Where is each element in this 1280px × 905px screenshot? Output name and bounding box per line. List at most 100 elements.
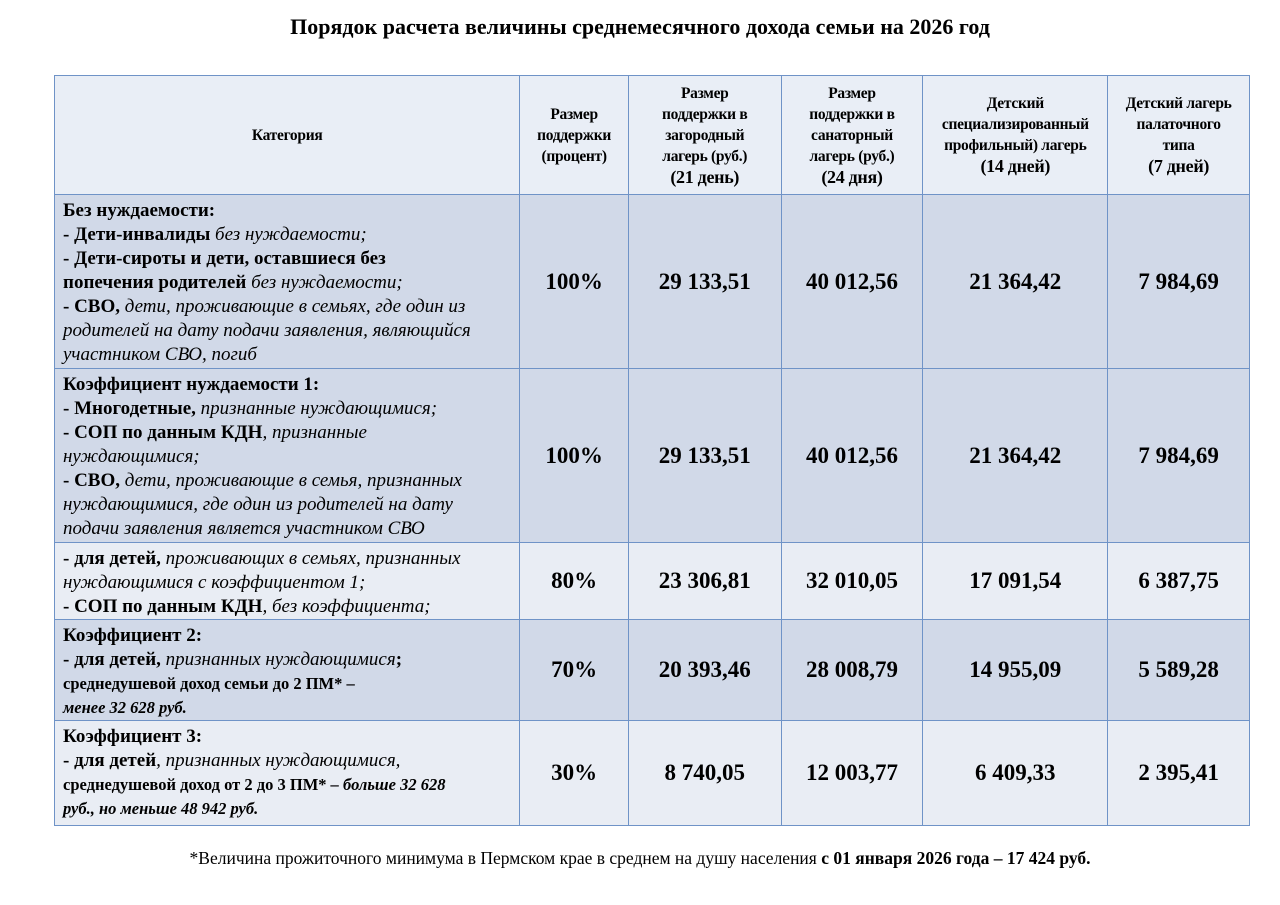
category-line: родителей на дату подачи заявления, явля… bbox=[63, 319, 511, 343]
header-line: поддержки в bbox=[809, 105, 895, 123]
category-text: попечения родителей bbox=[63, 272, 252, 293]
column-header: Размер поддержки в санаторный лагерь (руб.)… bbox=[780, 75, 924, 195]
category-text: проживающих в семьях, признанных bbox=[165, 548, 461, 569]
category-line: - для детей, признанных нуждающимися; bbox=[63, 648, 511, 672]
amount-cell: 28 008,79 bbox=[780, 619, 924, 721]
header-line: палаточного bbox=[1136, 116, 1221, 133]
category-text: без нуждаемости; bbox=[215, 224, 367, 245]
amount-cell: 29 133,51 bbox=[627, 368, 782, 543]
header-line: типа bbox=[1162, 137, 1195, 154]
category-text: ; bbox=[395, 649, 403, 670]
header-line: Размер bbox=[550, 105, 598, 123]
category-line: среднедушевой доход от 2 до 3 ПМ* – боль… bbox=[63, 773, 511, 797]
footnote: *Величина прожиточного минимума в Пермск… bbox=[0, 848, 1280, 869]
amount-cell: 20 393,46 bbox=[627, 619, 782, 721]
category-text: - СОП по данным КДН bbox=[63, 596, 263, 617]
category-line: Коэффициент 2: bbox=[63, 624, 511, 648]
amount-cell: 21 364,42 bbox=[922, 194, 1109, 369]
header-line: Размер bbox=[680, 84, 729, 102]
category-line: менее 32 628 руб. bbox=[63, 696, 511, 720]
category-line: Коэффициент нуждаемости 1: bbox=[63, 373, 511, 397]
footnote-text: *Величина прожиточного минимума в Пермск… bbox=[189, 848, 822, 868]
category-line: Без нуждаемости: bbox=[63, 199, 511, 223]
table-row: Коэффициент нуждаемости 1: - Многодетные,… bbox=[53, 368, 1250, 543]
category-line: нуждающимися; bbox=[63, 445, 511, 469]
category-text: , без коэффициента; bbox=[262, 596, 431, 617]
category-line: - для детей, проживающих в семьях, призн… bbox=[63, 547, 511, 571]
header-line: (21 день) bbox=[670, 166, 740, 187]
amount-cell: 23 306,81 bbox=[627, 542, 782, 620]
category-line: - для детей, признанных нуждающимися, bbox=[63, 749, 511, 773]
category-text: – больше 32 628 bbox=[330, 775, 446, 794]
amount-cell: 40 012,56 bbox=[780, 368, 924, 543]
category-line: - СВО, дети, проживающие в семьях, где о… bbox=[63, 295, 511, 319]
amount-cell: 2 395,41 bbox=[1107, 720, 1250, 826]
header-line: Детский bbox=[986, 95, 1044, 112]
category-line: участником СВО, погиб bbox=[63, 343, 511, 367]
category-text: участником СВО, погиб bbox=[63, 344, 257, 365]
amount-cell: 7 984,69 bbox=[1107, 368, 1250, 543]
category-line: нуждающимися, где один из родителей на д… bbox=[63, 493, 511, 517]
column-header: Размер поддержки в загородный лагерь (руб.)… bbox=[627, 75, 782, 195]
category-line: - СОП по данным КДН, без коэффициента; bbox=[63, 595, 511, 619]
category-line: - Дети-инвалиды без нуждаемости; bbox=[63, 223, 511, 247]
percent-cell: 100% bbox=[519, 368, 629, 543]
table-row: Без нуждаемости: - Дети-инвалиды без нужд… bbox=[53, 194, 1250, 369]
table-row: - для детей, проживающих в семьях, призн… bbox=[53, 542, 1250, 620]
category-text: , признанных нуждающимися, bbox=[156, 750, 401, 771]
amount-cell: 8 740,05 bbox=[627, 720, 782, 826]
category-line: - СВО, дети, проживающие в семья, призна… bbox=[63, 469, 511, 493]
table-header-row: Категория Размер поддержки (процент) Размер п… bbox=[53, 75, 1250, 195]
column-header: Детский специализированный профильный) лаг… bbox=[922, 75, 1109, 195]
category-text: нуждающимися, где один из родителей на д… bbox=[63, 494, 453, 515]
category-text: признанные нуждающимися; bbox=[200, 398, 438, 419]
amount-cell: 17 091,54 bbox=[922, 542, 1109, 620]
category-line: - СОП по данным КДН, признанные bbox=[63, 421, 511, 445]
category-text: - Дети-инвалиды bbox=[63, 224, 216, 245]
percent-cell: 100% bbox=[519, 194, 629, 369]
category-text: без нуждаемости; bbox=[251, 272, 403, 293]
column-header: Размер поддержки (процент) bbox=[519, 75, 629, 195]
header-line: Размер bbox=[828, 84, 876, 102]
category-text: Коэффициент нуждаемости 1: bbox=[63, 374, 320, 395]
category-text: - СОП по данным КДН bbox=[63, 422, 263, 443]
category-text: - Многодетные, bbox=[63, 398, 201, 419]
table-row: Коэффициент 2: - для детей, признанных ну… bbox=[53, 619, 1250, 721]
header-line: санаторный bbox=[811, 126, 893, 144]
category-text: дети, проживающие в семьях, где один из bbox=[124, 296, 466, 317]
amount-cell: 6 387,75 bbox=[1107, 542, 1250, 620]
amount-cell: 32 010,05 bbox=[780, 542, 924, 620]
column-header: Детский лагерь палаточного типа (7 дней) bbox=[1107, 75, 1250, 195]
header-line: профильный) лагерь bbox=[944, 137, 1087, 154]
category-text: - для детей, bbox=[63, 649, 166, 670]
category-text: среднедушевой доход семьи до 2 ПМ* – bbox=[63, 674, 355, 693]
footnote-bold: с 01 января 2026 года – 17 424 руб. bbox=[821, 848, 1091, 868]
page-title: Порядок расчета величины среднемесячного… bbox=[290, 14, 990, 39]
header-line: лагерь (руб.) bbox=[662, 147, 748, 165]
support-table: Категория Размер поддержки (процент) Размер п… bbox=[53, 75, 1250, 826]
table-row: Коэффициент 3: - для детей, признанных ну… bbox=[53, 720, 1250, 826]
percent-cell: 70% bbox=[519, 619, 629, 721]
category-cell: Коэффициент 3: - для детей, признанных ну… bbox=[53, 720, 521, 826]
header-line: поддержки в bbox=[662, 105, 748, 123]
category-text: - СВО, bbox=[63, 470, 125, 491]
amount-cell: 40 012,56 bbox=[780, 194, 924, 369]
category-text: , признанные bbox=[262, 422, 367, 443]
category-text: подачи заявления является участником СВО bbox=[63, 518, 425, 539]
amount-cell: 29 133,51 bbox=[627, 194, 782, 369]
category-cell: Коэффициент 2: - для детей, признанных ну… bbox=[53, 619, 521, 721]
category-line: подачи заявления является участником СВО bbox=[63, 517, 511, 541]
category-text: Коэффициент 3: bbox=[63, 726, 203, 747]
header-line: (24 дня) bbox=[821, 166, 883, 187]
header-line: лагерь (руб.) bbox=[809, 147, 895, 165]
category-line: Коэффициент 3: bbox=[63, 725, 511, 749]
amount-cell: 5 589,28 bbox=[1107, 619, 1250, 721]
header-line: специализированный bbox=[941, 116, 1089, 133]
header-line: поддержки bbox=[537, 126, 611, 144]
category-text: среднедушевой доход от 2 до 3 ПМ* bbox=[63, 775, 331, 794]
header-line: загородный bbox=[665, 126, 745, 144]
category-text: признанных нуждающимися bbox=[165, 649, 396, 670]
amount-cell: 12 003,77 bbox=[780, 720, 924, 826]
amount-cell: 21 364,42 bbox=[922, 368, 1109, 543]
category-text: Без нуждаемости: bbox=[63, 200, 216, 221]
